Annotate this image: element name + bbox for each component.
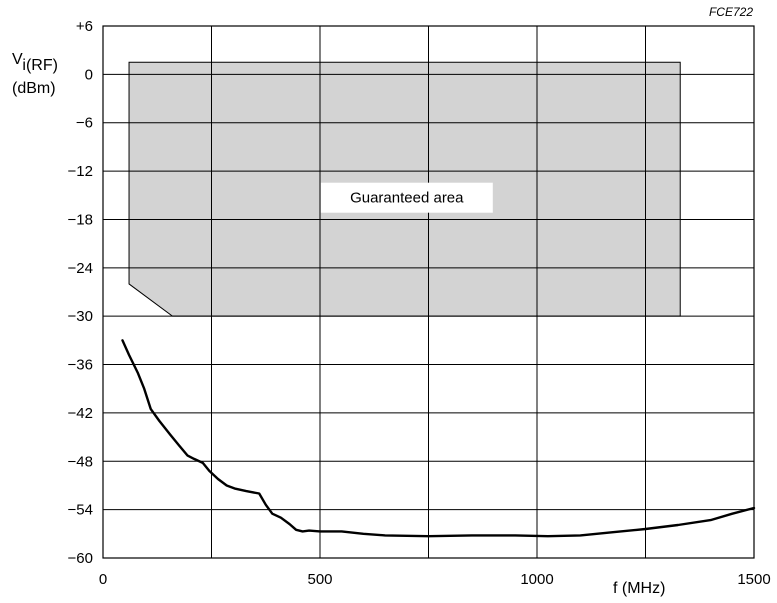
x-tick-label: 0 [99,571,107,588]
guaranteed-area-label: Guaranteed area [350,190,464,207]
x-tick-label: 500 [307,571,332,588]
y-tick-label: −12 [68,163,93,180]
y-tick-label: −48 [68,453,93,470]
y-tick-label: −42 [68,405,93,422]
figure-code: FCE722 [709,5,753,19]
plot-frame [102,25,755,559]
series-line [121,339,756,538]
y-tick-label: −24 [68,260,93,277]
y-axis-label: Vi(RF) [12,51,58,74]
y-tick-label: 0 [85,66,93,83]
x-tick-label: 1000 [520,571,553,588]
x-axis-label: f (MHz) [613,580,665,597]
guaranteed-area-label-box [320,182,493,213]
y-tick-label: −60 [68,550,93,567]
y-axis-unit: (dBm) [12,80,56,97]
y-tick-label: −30 [68,308,93,325]
y-tick-label: −6 [76,115,93,132]
y-tick-label: −18 [68,211,93,228]
y-tick-label: −54 [68,502,93,519]
y-tick-label: +6 [76,18,93,35]
x-tick-label: 1500 [737,571,770,588]
y-tick-label: −36 [68,357,93,374]
